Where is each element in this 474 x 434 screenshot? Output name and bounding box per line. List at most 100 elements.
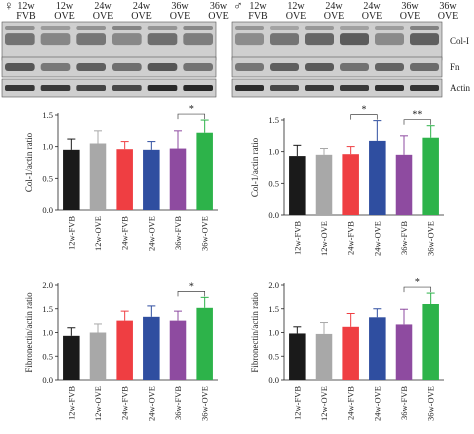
lane-label: OVE	[362, 11, 383, 22]
lane-label: 12w	[17, 1, 35, 12]
x-tick-label: 12w-FVB	[66, 216, 76, 250]
x-tick-label: 24w-FVB	[346, 386, 356, 420]
x-tick-label: 12w-OVE	[319, 221, 329, 256]
x-tick-label: 36w-OVE	[200, 386, 210, 421]
y-tick-label: 0.0	[42, 375, 53, 385]
bar	[196, 132, 213, 210]
blot-label: Fn	[450, 62, 460, 72]
bar	[342, 154, 359, 215]
x-tick-label: 36w-FVB	[173, 216, 183, 250]
lane-label: 36w	[210, 1, 228, 12]
bar	[63, 335, 80, 380]
x-tick-label: 24w-OVE	[146, 386, 156, 421]
lane-label: OVE	[93, 11, 114, 22]
x-tick-label: 24w-FVB	[120, 216, 130, 250]
x-tick-label: 36w-FVB	[399, 221, 409, 255]
y-tick-label: 2.0	[268, 280, 279, 290]
significance-bracket	[403, 286, 432, 293]
lane-label: FVB	[16, 11, 36, 22]
x-tick-label: 24w-OVE	[372, 221, 382, 256]
significance-bracket	[350, 114, 378, 120]
y-axis-label: Col-1/actin ratio	[24, 132, 34, 192]
y-tick-label: 1.0	[42, 328, 53, 338]
bar	[143, 316, 160, 380]
y-axis-label: Fibronectin/actin ratio	[24, 292, 34, 373]
x-tick-label: 12w-FVB	[292, 221, 302, 255]
x-tick-label: 12w-FVB	[292, 386, 302, 420]
bar	[422, 137, 439, 215]
bar-chart-1: 0.0 0.5 1.0 1.5 Col-1/actin ratio 12w-FVB 12w-…	[24, 104, 218, 251]
bar	[289, 156, 306, 215]
blot-strip	[1, 78, 217, 98]
y-tick-label: 0.5	[268, 178, 279, 188]
bar	[395, 154, 413, 215]
significance-bracket	[403, 119, 432, 125]
y-tick-label: 0.0	[42, 205, 53, 215]
bar	[369, 317, 386, 380]
y-axis-label: Fibronectin/actin ratio	[250, 292, 260, 373]
lane-label: 36w	[401, 1, 419, 12]
x-tick-label: 36w-OVE	[426, 221, 436, 256]
lane-label: 36w	[439, 1, 457, 12]
x-tick-label: 36w-OVE	[200, 216, 210, 251]
lane-label: 24w	[133, 1, 151, 12]
x-tick-label: 12w-OVE	[93, 216, 103, 251]
y-tick-label: 1.5	[42, 304, 53, 314]
lane-label: OVE	[286, 11, 307, 22]
y-tick-label: 0.5	[42, 173, 53, 183]
x-tick-label: 12w-OVE	[93, 386, 103, 421]
lane-label: 24w	[94, 1, 112, 12]
lane-label: 36w	[171, 1, 189, 12]
significance-bracket	[177, 291, 206, 297]
lane-label: OVE	[170, 11, 191, 22]
bar	[116, 149, 133, 210]
x-tick-label: 24w-OVE	[372, 386, 382, 421]
bar	[315, 333, 333, 380]
x-tick-label: 36w-FVB	[173, 386, 183, 420]
blot-strip	[1, 56, 217, 78]
y-tick-label: 0.0	[268, 375, 279, 385]
significance-label: *	[362, 105, 367, 116]
x-tick-label: 24w-FVB	[346, 221, 356, 255]
significance-label: *	[189, 104, 194, 115]
bar-chart-3: 0.0 0.5 1.0 1.5 2.0 Fibronectin/actin ratio 12…	[24, 280, 218, 421]
sex-symbol: ♀	[4, 0, 14, 13]
blot-strip	[231, 78, 443, 98]
bar	[289, 333, 306, 380]
bar-charts: 0.0 0.5 1.0 1.5 Col-1/actin ratio 12w-FVB 12w-…	[24, 104, 444, 421]
bar	[422, 304, 439, 380]
lane-label: OVE	[324, 11, 345, 22]
x-tick-label: 12w-OVE	[319, 386, 329, 421]
x-tick-label: 36w-FVB	[399, 386, 409, 420]
lane-label: FVB	[248, 11, 268, 22]
x-tick-label: 24w-OVE	[146, 216, 156, 251]
bar	[369, 140, 386, 215]
y-tick-label: 1.5	[268, 304, 279, 314]
lane-label: OVE	[54, 11, 75, 22]
bar	[315, 154, 333, 215]
bar	[196, 307, 213, 380]
bar	[89, 143, 107, 210]
blot-strip	[1, 21, 217, 61]
lane-label: 12w	[249, 1, 267, 12]
y-tick-label: 0.5	[268, 351, 279, 361]
significance-label: *	[189, 281, 194, 292]
bar	[169, 148, 187, 210]
blot-strip	[231, 21, 443, 61]
bar	[395, 324, 413, 380]
blot-panel-male: ♂ 12wFVB12wOVE24wOVE24wOVE36wOVE36wOVECol…	[231, 0, 470, 98]
y-tick-label: 0.5	[42, 351, 53, 361]
y-tick-label: 1.0	[42, 142, 53, 152]
y-tick-label: 1.0	[268, 328, 279, 338]
bar	[116, 320, 133, 380]
significance-label: *	[415, 277, 420, 288]
bar	[143, 149, 160, 210]
y-tick-label: 1.5	[268, 115, 279, 125]
bar-chart-2: 0.0 0.5 1.0 1.5 Col-1/actin ratio 12w-FVB 12w-…	[250, 105, 444, 256]
bar	[89, 332, 107, 380]
lane-label: OVE	[438, 11, 459, 22]
significance-bracket	[177, 113, 206, 120]
significance-label: **	[412, 110, 422, 121]
